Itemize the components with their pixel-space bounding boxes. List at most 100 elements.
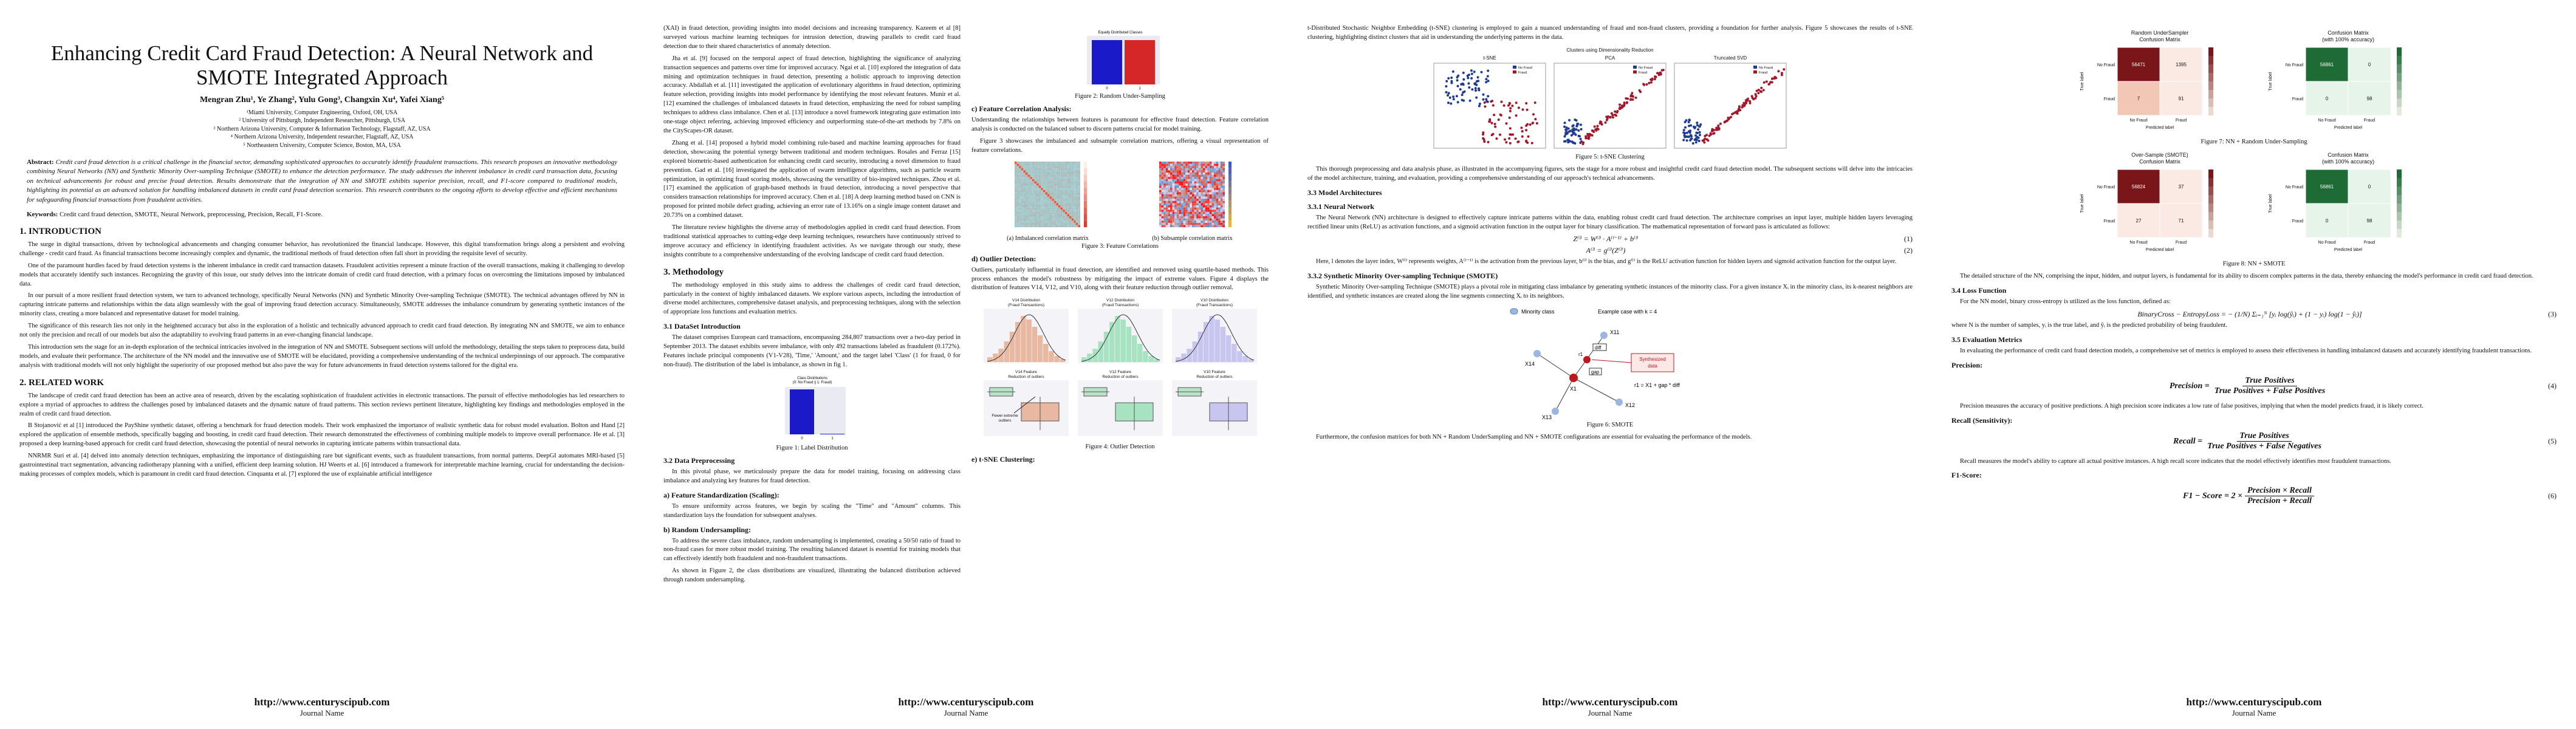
heatmap-cell [1198,209,1201,212]
heatmap-cell [1176,222,1179,225]
heatmap-cell [1055,225,1058,227]
synth-label-line-2: data [1648,363,1657,369]
scatter-point [1699,123,1702,126]
heatmap-cell [1222,179,1225,182]
heatmap-cell [1016,174,1019,177]
heatmap-cell [1216,214,1218,216]
scatter-point [1611,116,1614,119]
scatter-point [1654,75,1657,78]
heatmap-cell [1077,225,1080,227]
heatmap-cell [1222,209,1225,212]
heatmap-cell [1027,165,1030,168]
heatmap-cell [1064,211,1067,214]
scatter-point [1584,135,1588,138]
heatmap-cell [1218,172,1221,175]
heatmap-cell [1066,203,1069,205]
heatmap-cell [1165,216,1168,219]
heatmap-cell [1174,205,1177,208]
heatmap-cell [1178,205,1181,208]
scatter-point [1738,105,1741,108]
matrix-cell [2159,203,2203,238]
heatmap-cell [1200,168,1203,171]
heatmap-cell [1159,222,1162,225]
heatmap-cell [1073,211,1076,214]
heatmap-cell [1055,190,1058,193]
heatmap-cell [1062,161,1065,164]
fraction-denominator: Precision + Recall [2247,496,2312,506]
heatmap-cell [1029,163,1032,166]
heatmap-cell [1200,174,1203,177]
point-r1 [1583,356,1591,364]
neighbor-point-x14 [1533,350,1541,358]
footer-url[interactable]: http://www.centuryscipub.com [2186,696,2322,708]
heatmap-cell [1058,183,1061,186]
heatmap-cell [1200,170,1203,173]
heatmap-cell [1167,225,1170,227]
heatmap-cell [1043,174,1045,177]
histogram-bar [1048,351,1054,363]
heatmap-cell [1062,172,1065,175]
heatmap-cell [1021,161,1023,164]
heatmap-cell [1161,163,1163,166]
scatter-point [1470,77,1473,80]
paragraph: Figure 3 showcases the imbalanced and su… [971,137,1269,154]
heatmap-cell [1036,174,1039,177]
heatmap-cell [1218,200,1221,204]
heatmap-cell [1220,225,1222,227]
heatmap-cell [1185,196,1188,199]
footer-url[interactable]: http://www.centuryscipub.com [898,696,1034,708]
scatter-point [1507,104,1510,107]
heatmap-cell [1038,220,1041,223]
legend-swatch [1753,70,1757,74]
heatmap-cell [1064,216,1067,219]
heatmap-cell [1161,216,1163,219]
heatmap-cell [1038,181,1041,183]
row-label: No Fraud [2097,63,2115,67]
heatmap-cell [1040,190,1043,193]
heatmap-cell [1194,200,1196,204]
heatmap-cell [1185,216,1188,219]
heatmap-cell [1200,207,1203,210]
heatmap-cell [1014,222,1017,225]
point-label: X13 [1542,414,1552,420]
authors: Mengran Zhu¹, Ye Zhang², Yulu Gong³, Cha… [199,95,445,104]
scatter-point [1521,108,1524,111]
heatmap-cell [1178,172,1181,175]
heatmap-cell [1058,196,1061,199]
histogram-bar [1203,322,1208,363]
heatmap-cell [1176,207,1179,210]
heatmap-cell [1051,183,1054,186]
heatmap-cell [1053,185,1056,188]
heatmap-cell [1018,203,1021,205]
page-3: t-Distributed Stochastic Neighbor Embedd… [1288,0,1932,729]
heatmap-cell [1170,211,1173,214]
subplot-title: t-SNE [1483,55,1496,61]
heatmap-cell [1036,161,1039,164]
heatmap-cell [1183,183,1185,186]
paragraph: This introduction sets the stage for an … [19,344,625,369]
footer-url[interactable]: http://www.centuryscipub.com [1542,696,1678,708]
heatmap-cell [1163,168,1166,171]
heatmap-cell [1036,211,1039,214]
heatmap-cell [1040,165,1043,168]
scatter-point [1521,135,1524,138]
heatmap-cell [1202,161,1205,164]
heatmap-cell [1040,179,1043,182]
heatmap-cell [1189,192,1192,194]
scatter-point [1487,69,1490,72]
heatmap-cell [1027,198,1030,201]
heatmap-cell [1191,205,1194,208]
scatter-point [1593,125,1596,128]
neighbor-point-x11 [1600,332,1608,340]
footer-url[interactable]: http://www.centuryscipub.com [254,696,390,708]
scatter-point [1493,122,1496,125]
heatmap-cell [1163,216,1166,219]
heatmap-cell [1165,203,1168,205]
heatmap-cell [1029,198,1032,201]
heatmap-cell [1218,174,1221,177]
heatmap-cell [1073,220,1076,223]
heatmap-cell [1069,174,1072,177]
neighbor-line [1536,353,1574,378]
figure-8: Over-Sample (SMOTE) Confusion Matrix 56824… [1951,150,2557,267]
heatmap-cell [1033,216,1036,219]
